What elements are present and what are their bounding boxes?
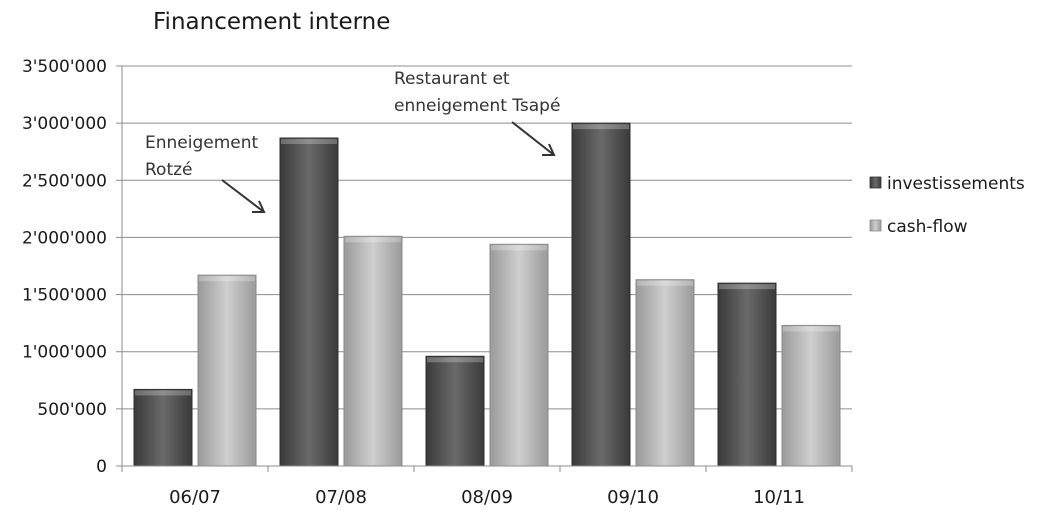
annotation-1-arrow-icon — [221, 179, 266, 213]
annotation-2-line-2: enneigement Tsapé — [394, 96, 560, 116]
bar-bevel — [281, 139, 337, 144]
bar-bevel — [199, 276, 255, 282]
svg-text:Restaurant et enneigemen: Restaurant et enneigement Tsapé — [394, 69, 560, 116]
bar-bevel — [491, 245, 547, 251]
annotation-2-arrow-icon — [511, 121, 556, 156]
svg-text:Enneigement Rotzé: Enneigement Rotzé — [145, 133, 264, 180]
bar-cash-flow-07-08 — [343, 235, 403, 467]
bar-investissements-07-08 — [279, 137, 339, 467]
y-tick-label: 2'000'000 — [22, 228, 107, 248]
annotation-2-line-1: Restaurant et — [394, 69, 510, 89]
y-tick-label: 2'500'000 — [22, 171, 107, 191]
x-category-label: 09/10 — [607, 487, 659, 508]
chart-title: Financement interne — [153, 9, 390, 35]
x-axis-categories: 06/07 07/08 08/09 09/10 10/11 — [169, 487, 805, 508]
bar-bevel — [719, 284, 775, 290]
bar-bevel — [637, 280, 693, 286]
legend: investissements cash-flow — [869, 174, 1025, 237]
legend-swatch-cash-flow — [869, 219, 882, 232]
bar-investissements-08-09 — [425, 355, 485, 467]
bar-cash-flow-09-10 — [635, 279, 695, 467]
y-axis-ticks: 0 500'000 1'000'000 1'500'000 2'000'000 2'500… — [22, 57, 122, 477]
bars — [133, 122, 841, 467]
annotation-1-line-2: Rotzé — [145, 160, 193, 180]
legend-label-cash-flow: cash-flow — [887, 217, 968, 237]
bar-investissements-06-07 — [133, 388, 193, 467]
y-tick-label: 0 — [96, 457, 107, 477]
annotation-1-line-1: Enneigement — [145, 133, 259, 153]
bar-bevel — [573, 124, 629, 130]
bar-investissements-10-11 — [717, 282, 777, 467]
annotation-restaurant-tsape: Restaurant et enneigement Tsapé — [394, 69, 560, 156]
y-tick-label: 500'000 — [37, 400, 107, 420]
bar-bevel — [427, 357, 483, 363]
x-axis — [121, 66, 853, 472]
y-tick-label: 1'500'000 — [22, 286, 107, 306]
x-category-label: 07/08 — [315, 487, 367, 508]
legend-label-investissements: investissements — [887, 174, 1025, 194]
legend-swatch-investissements — [869, 176, 882, 189]
legend-item-cash-flow: cash-flow — [869, 217, 968, 237]
y-tick-label: 3'500'000 — [22, 57, 107, 77]
x-category-label: 06/07 — [169, 487, 221, 508]
annotation-enneigement-rotze: Enneigement Rotzé — [145, 133, 266, 213]
bar-bevel — [783, 326, 839, 332]
y-tick-label: 1'000'000 — [22, 343, 107, 363]
y-tick-label: 3'000'000 — [22, 114, 107, 134]
x-category-label: 08/09 — [461, 487, 513, 508]
bar-investissements-09-10 — [571, 122, 631, 467]
bar-bevel — [345, 237, 401, 243]
bar-bevel — [135, 390, 191, 396]
bar-cash-flow-10-11 — [781, 324, 841, 467]
bar-cash-flow-06-07 — [197, 274, 257, 467]
x-category-label: 10/11 — [753, 487, 805, 508]
bar-cash-flow-08-09 — [489, 243, 549, 467]
legend-item-investissements: investissements — [869, 174, 1025, 194]
